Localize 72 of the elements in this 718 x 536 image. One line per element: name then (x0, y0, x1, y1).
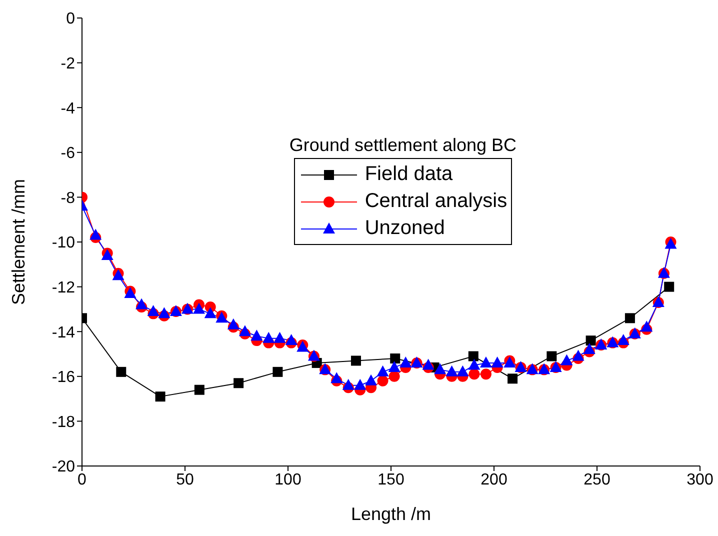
point (377, 375, 388, 386)
point (508, 374, 518, 384)
point (480, 356, 492, 368)
point (583, 343, 596, 354)
y-tick-label: -20 (52, 458, 76, 476)
point (274, 332, 286, 343)
point (238, 325, 251, 336)
point (617, 334, 630, 346)
point (434, 363, 446, 374)
point (388, 360, 400, 372)
x-tick-label: 50 (176, 471, 194, 488)
x-axis-title: Length /m (350, 504, 432, 524)
point (546, 351, 557, 362)
point (624, 313, 635, 324)
point (388, 370, 400, 382)
y-tick-label: -16 (52, 369, 76, 386)
y-tick-label: -4 (60, 100, 76, 118)
y-tick-label: -12 (52, 279, 76, 296)
point (193, 302, 206, 314)
point (194, 384, 204, 395)
point (640, 320, 653, 332)
legend-label: Field data (364, 163, 453, 186)
point (272, 366, 283, 377)
point (468, 358, 480, 370)
point (456, 365, 469, 376)
point (227, 318, 240, 330)
x-tick-label: 0 (78, 471, 87, 488)
legend-label: Central analysis (364, 190, 508, 213)
point (400, 356, 412, 368)
point (376, 365, 389, 376)
point (354, 378, 366, 390)
point (480, 368, 492, 380)
y-tick-label: -2 (60, 55, 76, 72)
point (234, 378, 244, 388)
point (285, 334, 298, 346)
y-tick-label: -6 (60, 145, 76, 162)
point (158, 307, 170, 318)
point (560, 354, 573, 366)
x-tick-label: 100 (274, 471, 302, 488)
point (572, 350, 584, 361)
legend-title: Ground settlement along BC (289, 135, 517, 156)
y-axis-title: Settlement /mm (8, 178, 28, 306)
point (468, 368, 480, 380)
legend-label: Unzoned (364, 217, 445, 240)
point (262, 332, 275, 343)
y-tick-label: -8 (60, 190, 76, 207)
point (204, 307, 216, 318)
y-tick-label: -10 (52, 234, 76, 252)
point (664, 282, 674, 292)
point (586, 336, 596, 346)
x-tick-label: 150 (378, 471, 404, 488)
point (365, 374, 378, 386)
point (390, 353, 400, 364)
point (330, 372, 343, 384)
point (116, 366, 126, 377)
y-tick-label: 0 (66, 10, 76, 28)
x-tick-label: 200 (480, 471, 508, 488)
point (147, 304, 160, 316)
point (422, 358, 434, 370)
y-tick-label: -18 (52, 414, 76, 431)
point (350, 356, 361, 366)
point (342, 378, 354, 390)
y-tick-label: -14 (52, 324, 76, 342)
point (136, 298, 148, 310)
x-tick-label: 250 (584, 471, 610, 488)
point (446, 365, 458, 376)
point (491, 356, 504, 368)
point (155, 392, 166, 402)
point (250, 330, 263, 341)
point (468, 351, 478, 362)
point (90, 228, 102, 240)
x-tick-label: 300 (686, 471, 714, 488)
